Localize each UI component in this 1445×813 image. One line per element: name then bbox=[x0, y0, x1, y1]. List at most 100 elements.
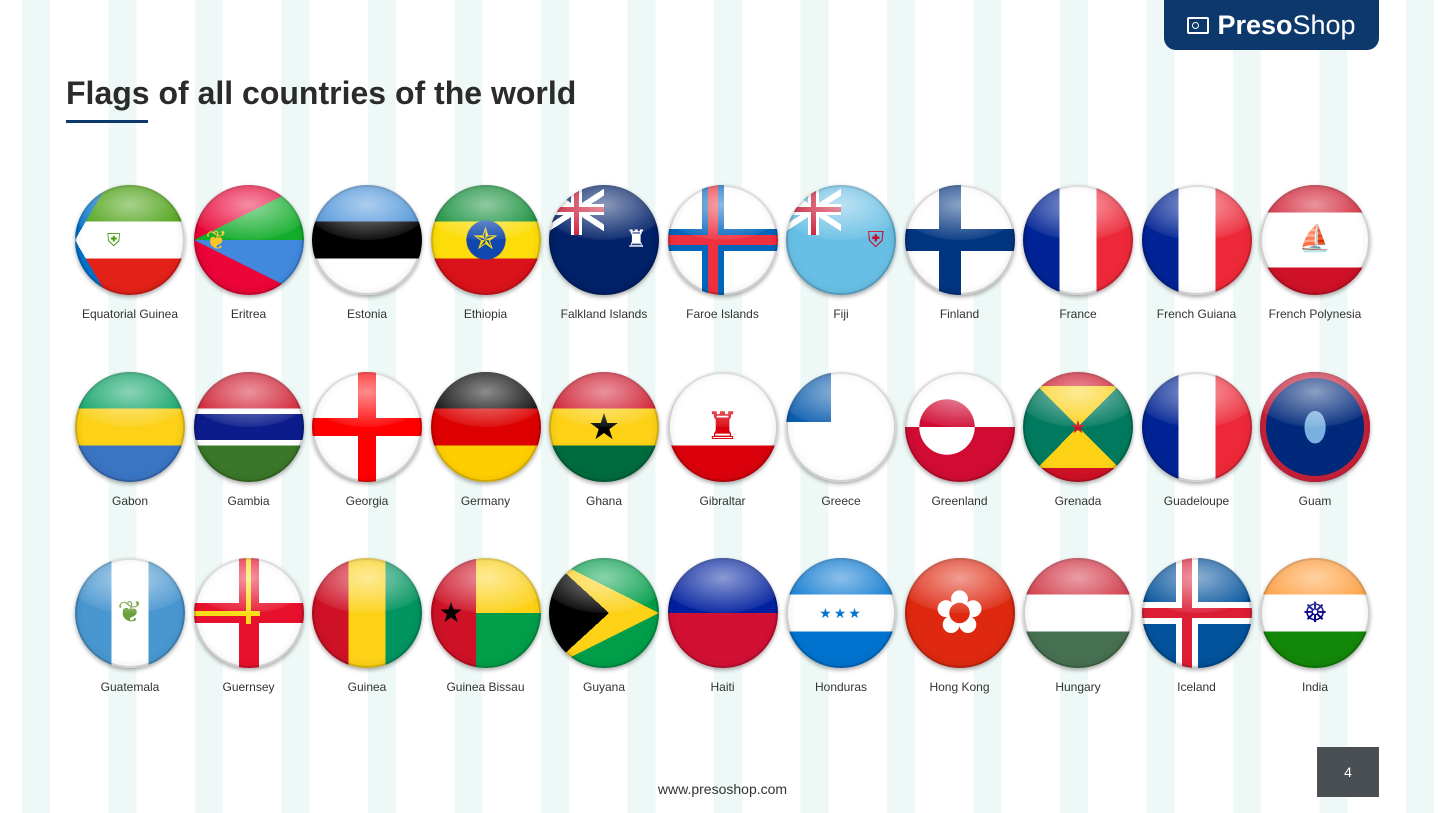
flag-georgia: ✚ ✚ bbox=[312, 371, 422, 482]
presoshop-logo[interactable]: Preso Shop bbox=[1164, 0, 1379, 50]
flag-label: Hungary bbox=[1055, 680, 1101, 694]
flag-guyana bbox=[549, 558, 659, 668]
flag-item[interactable]: ♜ Falkland Islands bbox=[545, 185, 663, 321]
flag-label: Ethiopia bbox=[463, 307, 508, 321]
flag-item[interactable]: ★★★ Honduras bbox=[782, 558, 900, 694]
footer-url[interactable]: www.presoshop.com bbox=[657, 781, 788, 797]
flag-emblem-icon: ⬮ bbox=[1302, 404, 1328, 449]
flag-label: Guinea Bissau bbox=[446, 680, 525, 694]
flag-item[interactable]: Faroe Islands bbox=[664, 185, 782, 321]
flag-emblem-icon: ⛨ bbox=[107, 230, 121, 250]
flag-equatorial-guinea: ⛨ bbox=[75, 185, 185, 295]
flag-label: Gibraltar bbox=[699, 493, 746, 508]
flag-item[interactable]: ❦ Eritrea bbox=[190, 185, 308, 321]
flag-finland bbox=[904, 185, 1015, 295]
flag-item[interactable]: ❦ Guatemala bbox=[71, 558, 189, 694]
page-title: Flags of all countries of the world bbox=[66, 75, 577, 111]
flag-item[interactable]: Gambia bbox=[190, 371, 308, 508]
flag-item[interactable]: ☸ India bbox=[1256, 558, 1374, 694]
flag-guam: ⬮ bbox=[1260, 371, 1370, 482]
flag-gabon bbox=[75, 371, 185, 482]
flag-iceland bbox=[1141, 558, 1252, 668]
flag-guadeloupe bbox=[1141, 371, 1252, 482]
flag-label: Guernsey bbox=[222, 680, 275, 694]
flag-label: French Guiana bbox=[1156, 307, 1237, 321]
flag-emblem-icon: ✿ bbox=[934, 579, 985, 646]
flag-label: Gambia bbox=[227, 493, 270, 508]
flag-item[interactable]: ♜ Gibraltar bbox=[664, 371, 782, 508]
title-underline bbox=[66, 120, 148, 123]
flag-label: Honduras bbox=[814, 680, 868, 694]
flag-label: Faroe Islands bbox=[686, 307, 759, 321]
flag-label: Guadeloupe bbox=[1163, 493, 1230, 508]
flag-emblem-icon: ★ bbox=[587, 405, 621, 447]
flag-french-guiana bbox=[1141, 185, 1252, 295]
flag-emblem-icon: ♜ bbox=[625, 226, 647, 253]
flag-label: Guatemala bbox=[100, 680, 160, 694]
flag-emblem-icon: ♜ bbox=[705, 405, 740, 448]
flag-ghana: ★ bbox=[549, 371, 659, 482]
flag-item[interactable]: ★ Ghana bbox=[545, 371, 663, 508]
flag-item[interactable]: Hungary bbox=[1019, 558, 1137, 694]
star-icon: ★ bbox=[438, 597, 464, 628]
flag-item[interactable]: ★ Grenada bbox=[1019, 371, 1137, 508]
flag-emblem-icon: ❦ bbox=[205, 225, 228, 255]
flag-item[interactable]: Guadeloupe bbox=[1138, 371, 1256, 508]
flag-label: French Polynesia bbox=[1268, 307, 1362, 321]
flag-label: Falkland Islands bbox=[560, 307, 648, 321]
flag-label: Grenada bbox=[1054, 493, 1102, 508]
flag-emblem-icon: ☸ bbox=[1302, 597, 1328, 628]
flag-germany bbox=[430, 371, 541, 482]
flag-item[interactable]: Gabon bbox=[71, 371, 189, 508]
logo-text-bold: Preso bbox=[1217, 9, 1293, 40]
flag-faroe-islands bbox=[667, 185, 778, 295]
flag-label: Haiti bbox=[710, 680, 735, 694]
flag-label: Germany bbox=[460, 493, 511, 508]
flag-item[interactable]: Greece bbox=[782, 371, 900, 508]
flag-emblem-icon: ⛵ bbox=[1298, 223, 1332, 253]
flag-item[interactable]: ⛨ Fiji bbox=[782, 185, 900, 321]
flag-item[interactable]: ★ Guinea Bissau bbox=[427, 558, 545, 694]
flag-emblem-icon: ⛨ bbox=[867, 227, 884, 252]
flag-haiti bbox=[667, 558, 778, 668]
flag-eritrea: ❦ bbox=[193, 185, 304, 295]
flag-item[interactable]: ✯ Ethiopia bbox=[427, 185, 545, 321]
flag-label: Hong Kong bbox=[929, 680, 990, 694]
flag-item[interactable]: France bbox=[1019, 185, 1137, 321]
flag-emblem-icon: ✯ bbox=[472, 223, 499, 256]
flag-item[interactable]: ⛵ French Polynesia bbox=[1256, 185, 1374, 321]
flag-item[interactable]: Germany bbox=[427, 371, 545, 508]
flag-label: Iceland bbox=[1177, 680, 1216, 694]
flag-item[interactable]: Estonia bbox=[308, 185, 426, 321]
flag-item[interactable]: Greenland bbox=[901, 371, 1019, 508]
flag-label: India bbox=[1301, 680, 1329, 694]
flag-fiji: ⛨ bbox=[786, 185, 896, 295]
flag-guinea bbox=[312, 558, 422, 668]
flag-item[interactable]: ✿ Hong Kong bbox=[901, 558, 1019, 694]
flag-item[interactable]: Iceland bbox=[1138, 558, 1256, 694]
flag-emblem-icon: ★★★ bbox=[819, 605, 863, 621]
flag-guatemala: ❦ bbox=[75, 558, 185, 668]
flag-item[interactable]: Guernsey bbox=[190, 558, 308, 694]
flag-item[interactable]: Guinea bbox=[308, 558, 426, 694]
flag-item[interactable]: Finland bbox=[901, 185, 1019, 321]
flag-label: Estonia bbox=[346, 307, 388, 321]
flag-item[interactable]: ⬮ Guam bbox=[1256, 371, 1374, 508]
flag-gambia bbox=[193, 371, 304, 482]
flag-label: Equatorial Guinea bbox=[81, 307, 179, 321]
logo-text-light: Shop bbox=[1292, 9, 1356, 40]
flag-item[interactable]: Haiti bbox=[664, 558, 782, 694]
flag-french-polynesia: ⛵ bbox=[1260, 185, 1370, 295]
flag-label: Finland bbox=[939, 307, 980, 321]
flag-estonia bbox=[312, 185, 422, 295]
flag-item[interactable]: ✚ ✚ Georgia bbox=[308, 371, 426, 508]
flag-guernsey bbox=[193, 558, 304, 668]
flag-item[interactable]: Guyana bbox=[545, 558, 663, 694]
flag-label: Guinea bbox=[347, 680, 387, 694]
flag-greece bbox=[786, 371, 896, 482]
flag-label: Guyana bbox=[582, 680, 626, 694]
flag-label: France bbox=[1059, 307, 1097, 321]
flag-emblem-icon: ❦ bbox=[117, 596, 143, 629]
flag-item[interactable]: French Guiana bbox=[1138, 185, 1256, 321]
flag-item[interactable]: ⛨ Equatorial Guinea bbox=[71, 185, 189, 321]
